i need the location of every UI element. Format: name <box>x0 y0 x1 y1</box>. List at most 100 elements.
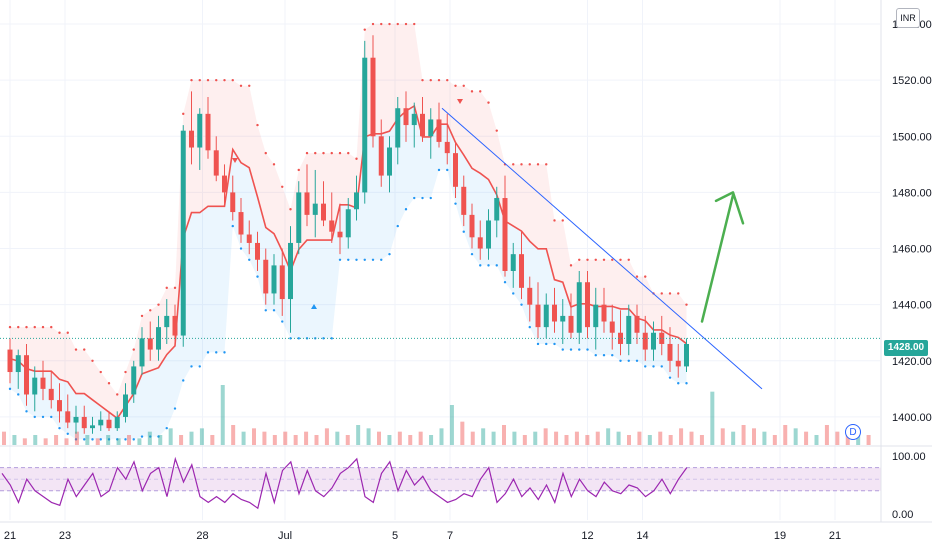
upper-band-dot <box>305 151 309 155</box>
upper-band-dot <box>569 264 573 267</box>
lower-band-dot <box>140 435 144 438</box>
upper-band-dot <box>413 22 416 26</box>
candle-body <box>593 304 599 328</box>
upper-band-dot <box>512 163 515 166</box>
volume-bar <box>377 431 381 445</box>
upper-band-dot <box>41 325 45 329</box>
upper-band-dot <box>50 325 53 329</box>
lower-band-dot <box>553 342 556 346</box>
candle-body <box>189 130 194 148</box>
volume-bar <box>74 431 79 445</box>
candle-body <box>362 57 368 193</box>
candle-body <box>304 192 310 215</box>
volume-bar <box>95 438 100 445</box>
upper-band-dot <box>404 22 408 26</box>
candle-body <box>164 315 170 328</box>
rsi-band <box>0 467 881 491</box>
lower-band-dot <box>586 348 589 351</box>
lower-band-dot <box>520 303 523 306</box>
lower-band-dot <box>380 258 383 261</box>
candle-body <box>535 304 541 328</box>
lower-band-dot <box>256 275 259 278</box>
currency-badge[interactable]: INR <box>896 8 920 28</box>
candle-body <box>659 332 665 344</box>
price-tick-label: 1500.00 <box>892 131 932 143</box>
lower-band-dot <box>74 438 78 441</box>
volume-bar <box>470 431 475 445</box>
upper-band-dot <box>355 157 358 160</box>
lower-band-dot <box>149 435 152 438</box>
volume-bar <box>356 425 361 445</box>
volume-bar <box>43 438 48 445</box>
lower-band-dot <box>569 348 573 351</box>
candle-body <box>263 259 269 294</box>
lower-band-dot <box>545 342 548 346</box>
upper-band-dot <box>454 84 457 87</box>
upper-band-dot <box>380 22 383 26</box>
lower-band-dot <box>50 415 53 419</box>
candle-body <box>486 220 491 249</box>
volume-bar <box>731 431 736 445</box>
upper-band-dot <box>677 292 680 295</box>
volume-bar <box>449 405 454 445</box>
candle-body <box>90 425 95 429</box>
volume-bar <box>22 438 27 445</box>
candle-body <box>502 198 508 271</box>
lower-band-dot <box>99 438 102 441</box>
lower-band-dot <box>165 426 168 430</box>
candle-body <box>395 108 401 148</box>
candle-body <box>81 416 87 429</box>
lower-band-dot <box>248 258 251 261</box>
drawings[interactable] <box>232 99 763 390</box>
volume-bar <box>366 428 371 445</box>
candle-body <box>57 400 62 412</box>
upper-band-dot <box>685 303 688 306</box>
lower-band-dot <box>66 432 69 435</box>
candle-body <box>230 192 236 213</box>
candle-body <box>271 265 277 294</box>
dividends-marker-icon[interactable]: D <box>845 424 861 440</box>
rsi-line <box>1 456 688 510</box>
time-tick-label: 7 <box>447 530 453 542</box>
volume-bar <box>429 435 434 445</box>
lower-band-dot <box>182 379 185 382</box>
lower-band-dot <box>413 196 416 200</box>
upper-band-dot <box>627 258 630 261</box>
time-tick-label: 14 <box>636 530 648 542</box>
volume-bar <box>324 428 329 445</box>
candle-body <box>510 254 516 271</box>
candle-body <box>354 192 359 210</box>
volume-bar <box>408 435 413 445</box>
upper-band-dot <box>446 78 449 82</box>
upper-band-dot <box>644 275 647 278</box>
upper-band-dot <box>198 78 201 82</box>
upper-band-dot <box>281 185 284 189</box>
volume-bar <box>533 431 538 445</box>
lower-band-dot <box>338 258 342 261</box>
lower-band-dot <box>33 415 36 419</box>
volume-bar <box>33 435 38 445</box>
upper-band-dot <box>33 325 36 329</box>
upper-band-dot <box>256 123 259 127</box>
lower-band-dot <box>132 438 135 441</box>
lower-band-dot <box>223 351 226 354</box>
candle-body <box>436 119 442 142</box>
volume-bar <box>606 428 611 445</box>
candles <box>7 35 689 434</box>
upper-band-dot <box>363 28 366 31</box>
candle-body <box>370 57 376 137</box>
candle-body <box>180 130 186 336</box>
lower-band-dot <box>198 365 201 368</box>
upper-band-dot <box>338 151 342 155</box>
lower-band-dot <box>239 247 243 250</box>
candle-body <box>634 315 640 333</box>
volume-bar <box>241 431 246 445</box>
candle-body <box>131 366 137 395</box>
lower-band-dot <box>396 224 399 228</box>
upper-band-dot <box>215 78 218 82</box>
volume-bar <box>106 435 111 445</box>
volume-bar <box>335 431 340 445</box>
buy-signal-marker <box>311 304 317 309</box>
